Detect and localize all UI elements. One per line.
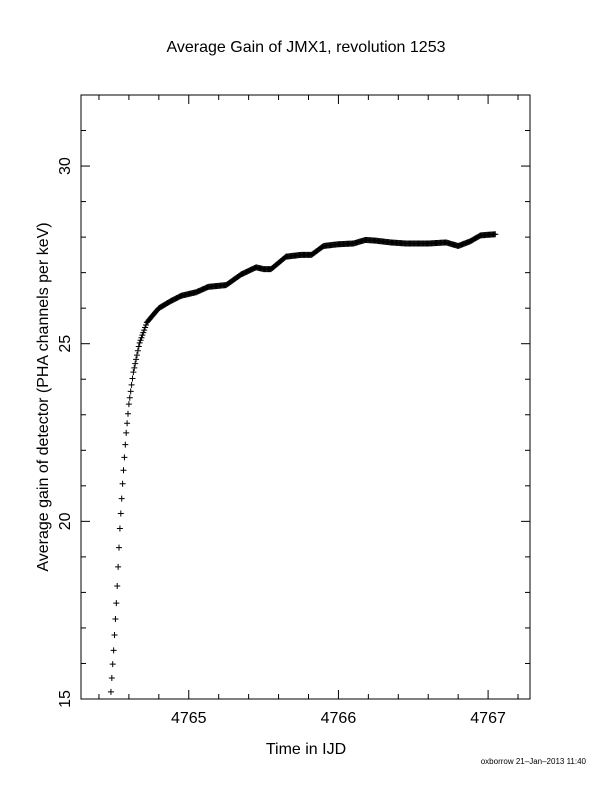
data-point xyxy=(136,339,143,346)
data-point xyxy=(127,388,134,395)
data-point xyxy=(131,364,138,371)
plot-frame xyxy=(80,94,531,700)
x-tick-label: 4765 xyxy=(171,710,207,727)
data-point xyxy=(133,356,140,363)
data-point xyxy=(125,401,132,408)
data-point xyxy=(111,632,118,639)
data-point xyxy=(134,347,141,354)
y-tick-label: 30 xyxy=(57,157,74,175)
data-point xyxy=(132,360,139,367)
data-point xyxy=(138,334,145,341)
x-axis-label: Time in IJD xyxy=(266,741,346,758)
data-point xyxy=(110,647,117,654)
axis-ticks xyxy=(81,94,530,700)
y-tick-label: 15 xyxy=(57,690,74,708)
data-point xyxy=(492,231,499,238)
data-point xyxy=(137,337,144,344)
data-point xyxy=(115,563,122,570)
data-point xyxy=(120,467,127,474)
data-point xyxy=(113,600,120,607)
data-point xyxy=(112,616,119,623)
y-axis-label: Average gain of detector (PHA channels p… xyxy=(35,222,52,571)
data-point xyxy=(119,480,126,487)
data-point xyxy=(109,661,116,668)
data-point xyxy=(116,525,123,532)
data-points xyxy=(107,231,499,695)
x-tick-label: 4766 xyxy=(321,710,357,727)
data-point xyxy=(122,441,129,448)
y-tick-label: 20 xyxy=(57,512,74,530)
data-point xyxy=(117,510,124,517)
data-point xyxy=(140,329,147,336)
data-point xyxy=(124,420,131,427)
data-point xyxy=(142,321,149,328)
data-point xyxy=(139,332,146,339)
data-point xyxy=(126,394,133,401)
data-point xyxy=(118,495,125,502)
data-point xyxy=(124,410,131,417)
y-tick-label: 25 xyxy=(57,335,74,353)
data-point xyxy=(130,369,137,376)
data-point xyxy=(108,675,115,682)
data-point xyxy=(114,583,121,590)
data-point xyxy=(141,327,148,334)
data-point xyxy=(142,324,149,331)
data-point xyxy=(116,544,123,551)
data-point xyxy=(107,688,114,695)
data-point xyxy=(121,454,128,461)
axis-tick-labels: 4765 4766 4767 15 20 25 30 xyxy=(57,157,506,727)
data-point xyxy=(129,375,136,382)
data-point xyxy=(135,343,142,350)
chart-title: Average Gain of JMX1, revolution 1253 xyxy=(167,39,446,56)
x-tick-label: 4767 xyxy=(470,710,506,727)
data-point xyxy=(123,429,130,436)
footer-stamp: oxborrow 21–Jan–2013 11:40 xyxy=(481,757,587,766)
data-point xyxy=(133,352,140,359)
data-point xyxy=(128,381,135,388)
